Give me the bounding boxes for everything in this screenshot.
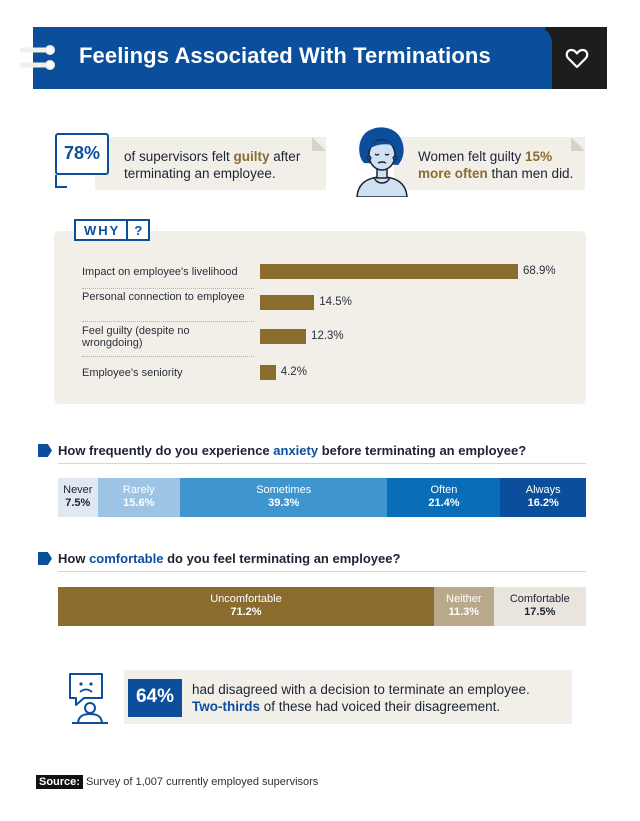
why-bar-value: 68.9% bbox=[523, 265, 556, 277]
why-bar-label: Impact on employee's livelihood bbox=[82, 266, 238, 278]
why-panel bbox=[54, 231, 586, 404]
segment-value: 17.5% bbox=[524, 606, 556, 618]
arrow-marker-icon bbox=[38, 444, 52, 457]
stacked-segment: Rarely 15.6% bbox=[97, 478, 180, 517]
why-bar bbox=[260, 365, 276, 380]
segment-label: Uncomfortable bbox=[210, 593, 282, 605]
header-banner: Feelings Associated With Terminations bbox=[33, 27, 607, 89]
why-bar bbox=[260, 295, 315, 310]
disagree-text: had disagreed with a decision to termina… bbox=[192, 682, 530, 714]
two-thirds-highlight: Two-thirds bbox=[192, 699, 260, 714]
why-bar bbox=[260, 329, 307, 344]
sad-person-icon bbox=[69, 673, 108, 724]
segment-value: 21.4% bbox=[428, 497, 460, 509]
segment-value: 71.2% bbox=[230, 606, 262, 618]
speech-bubble-icon: 78% bbox=[55, 133, 109, 175]
menu-lines-icon bbox=[20, 45, 55, 70]
why-separator bbox=[82, 321, 254, 322]
guilt-stat-card: of supervisors felt guilty after termina… bbox=[95, 137, 326, 190]
header-notch bbox=[532, 27, 552, 89]
guilt-percent: 78% bbox=[63, 143, 101, 163]
women-highlight: 15% more often bbox=[418, 149, 553, 181]
stacked-segment: Neither 11.3% bbox=[433, 587, 494, 626]
stacked-segment: Always 16.2% bbox=[500, 478, 586, 517]
stacked-segment: Sometimes 39.3% bbox=[179, 478, 388, 517]
source-note: Source: Survey of 1,007 currently employe… bbox=[36, 775, 318, 789]
why-separator bbox=[82, 356, 254, 357]
disagree-percent: 64% bbox=[128, 679, 182, 717]
why-separator bbox=[82, 288, 254, 289]
anxiety-question: How frequently do you experience anxiety… bbox=[58, 443, 527, 458]
why-bar bbox=[260, 264, 518, 279]
why-bar-label: Employee's seniority bbox=[82, 367, 183, 379]
bubble-tail bbox=[55, 175, 57, 187]
why-bar-value: 4.2% bbox=[280, 366, 307, 378]
segment-label: Comfortable bbox=[509, 593, 570, 605]
anxiety-stacked-bar: Never 7.5% Rarely 15.6% Sometimes 39.3% Often 2… bbox=[58, 478, 586, 517]
why-bar-label: Feel guilty (despite no wrongdoing) bbox=[82, 325, 190, 349]
divider bbox=[58, 571, 586, 572]
why-bar-value: 14.5% bbox=[319, 296, 352, 308]
source-text: Survey of 1,007 currently employed super… bbox=[85, 776, 319, 788]
stacked-segment: Never 7.5% bbox=[58, 478, 98, 517]
stacked-segment: Often 21.4% bbox=[387, 478, 501, 517]
segment-value: 16.2% bbox=[527, 497, 559, 509]
guilt-stat-text: of supervisors felt guilty after termina… bbox=[124, 149, 301, 181]
why-bar-value: 12.3% bbox=[311, 330, 344, 342]
segment-value: 15.6% bbox=[123, 497, 155, 509]
stacked-segment: Uncomfortable 71.2% bbox=[58, 587, 434, 626]
why-bar-label: Personal connection to employee bbox=[82, 291, 245, 303]
segment-value: 11.3% bbox=[448, 606, 480, 618]
segment-label: Always bbox=[525, 484, 561, 496]
why-tag: WHY ? bbox=[74, 219, 151, 241]
anxiety-highlight: anxiety bbox=[273, 443, 319, 458]
why-word: WHY bbox=[74, 219, 129, 241]
segment-label: Rarely bbox=[122, 484, 155, 496]
segment-label: Often bbox=[430, 484, 458, 496]
question-mark-icon: ? bbox=[128, 219, 151, 241]
segment-value: 39.3% bbox=[268, 497, 300, 509]
segment-value: 7.5% bbox=[65, 497, 91, 509]
segment-label: Neither bbox=[446, 593, 482, 605]
source-tag: Source: bbox=[36, 775, 83, 789]
heart-icon[interactable] bbox=[564, 45, 590, 71]
comfort-highlight: comfortable bbox=[89, 551, 164, 566]
comfort-stacked-bar: Uncomfortable 71.2% Neither 11.3% Comfortabl… bbox=[58, 587, 586, 626]
comfort-question: How comfortable do you feel terminating … bbox=[58, 551, 401, 566]
stacked-segment: Comfortable 17.5% bbox=[493, 587, 586, 626]
page-title: Feelings Associated With Terminations bbox=[79, 43, 491, 68]
divider bbox=[58, 463, 586, 464]
disagree-card bbox=[124, 670, 572, 724]
women-stat-card: Women felt guilty 15% more often than me… bbox=[394, 137, 585, 190]
segment-label: Sometimes bbox=[256, 484, 312, 496]
woman-icon bbox=[356, 127, 408, 197]
header-dark-block bbox=[545, 27, 607, 89]
women-stat-text: Women felt guilty 15% more often than me… bbox=[418, 149, 574, 181]
segment-label: Never bbox=[63, 484, 93, 496]
guilty-highlight: guilty bbox=[233, 149, 270, 164]
arrow-marker-icon bbox=[38, 552, 52, 565]
bubble-underline bbox=[55, 186, 67, 188]
